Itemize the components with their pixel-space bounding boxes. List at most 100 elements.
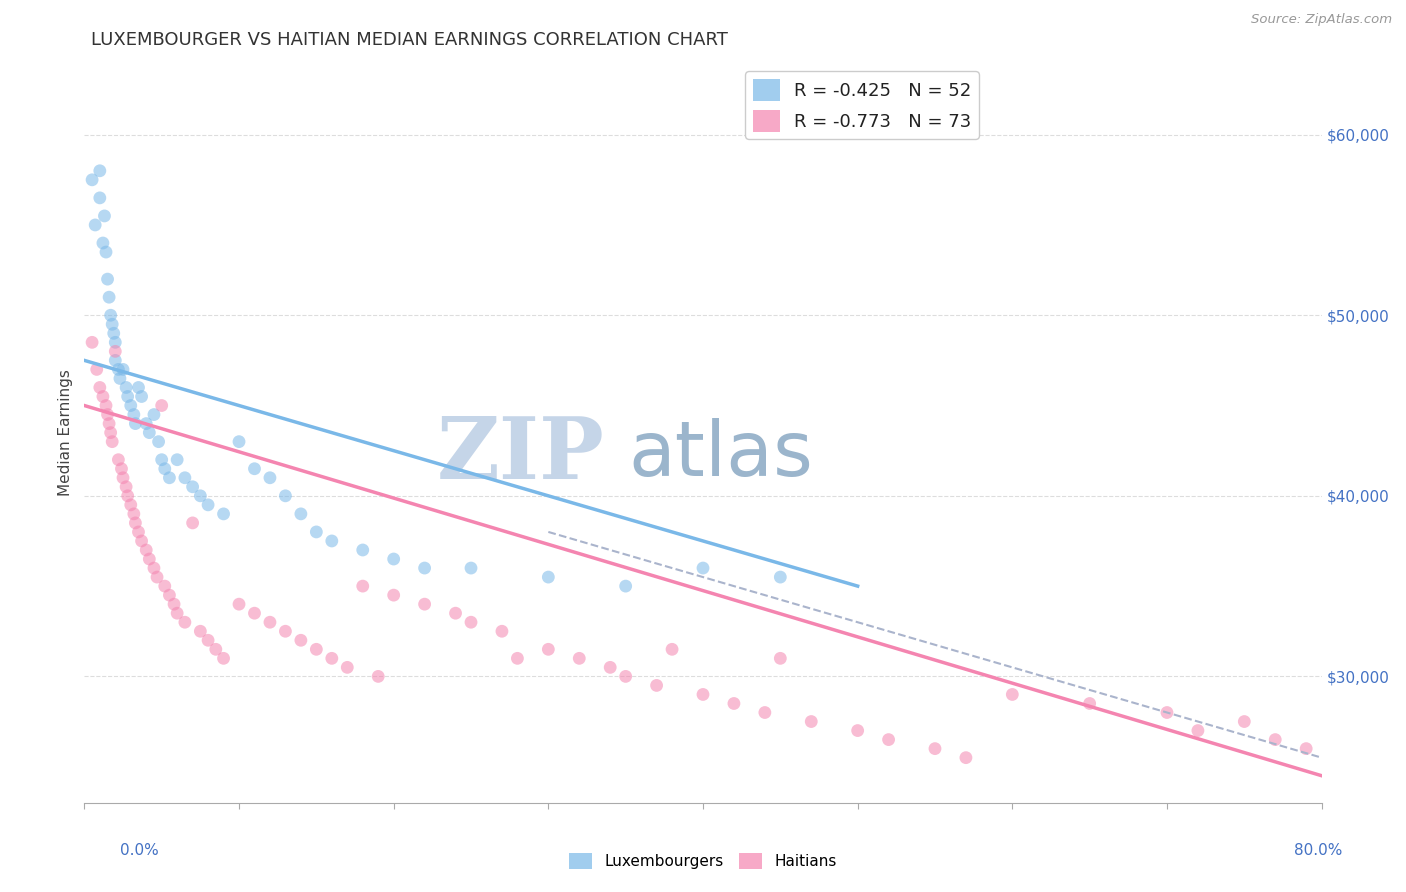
Text: LUXEMBOURGER VS HAITIAN MEDIAN EARNINGS CORRELATION CHART: LUXEMBOURGER VS HAITIAN MEDIAN EARNINGS … — [91, 31, 728, 49]
Point — [188, 624, 211, 639]
Point — [305, 524, 328, 539]
Point — [131, 390, 153, 404]
Point — [1187, 723, 1209, 738]
Point — [444, 606, 467, 620]
Point — [94, 399, 117, 413]
Point — [112, 362, 135, 376]
Point — [1264, 732, 1286, 747]
Point — [138, 552, 160, 566]
Point — [537, 570, 560, 584]
Point — [124, 417, 146, 431]
Point — [877, 732, 900, 747]
Point — [127, 524, 149, 539]
Point — [367, 669, 389, 683]
Point — [243, 606, 266, 620]
Point — [259, 615, 281, 630]
Point — [243, 461, 266, 475]
Point — [86, 362, 108, 376]
Point — [143, 408, 166, 422]
Point — [112, 471, 135, 485]
Point — [382, 588, 405, 602]
Point — [1156, 706, 1178, 720]
Point — [174, 471, 197, 485]
Point — [290, 633, 312, 648]
Point — [174, 615, 197, 630]
Point — [98, 417, 121, 431]
Point — [98, 290, 121, 304]
Point — [89, 191, 111, 205]
Point — [413, 597, 436, 611]
Point — [692, 561, 714, 575]
Point — [382, 552, 405, 566]
Point — [120, 498, 142, 512]
Point — [274, 489, 297, 503]
Point — [104, 335, 127, 350]
Legend: R = -0.425   N = 52, R = -0.773   N = 73: R = -0.425 N = 52, R = -0.773 N = 73 — [745, 71, 979, 139]
Point — [645, 678, 668, 692]
Legend: Luxembourgers, Haitians: Luxembourgers, Haitians — [564, 847, 842, 875]
Point — [800, 714, 823, 729]
Point — [150, 399, 173, 413]
Point — [336, 660, 359, 674]
Point — [205, 642, 228, 657]
Text: Source: ZipAtlas.com: Source: ZipAtlas.com — [1251, 13, 1392, 27]
Point — [692, 688, 714, 702]
Point — [124, 516, 146, 530]
Point — [104, 353, 127, 368]
Point — [506, 651, 529, 665]
Point — [91, 235, 114, 250]
Point — [89, 380, 111, 394]
Text: 80.0%: 80.0% — [1295, 843, 1343, 858]
Point — [96, 408, 118, 422]
Point — [352, 579, 374, 593]
Point — [228, 434, 250, 449]
Point — [614, 669, 637, 683]
Point — [153, 461, 176, 475]
Point — [135, 417, 157, 431]
Point — [138, 425, 160, 440]
Point — [166, 606, 188, 620]
Point — [122, 408, 145, 422]
Point — [846, 723, 869, 738]
Point — [148, 434, 170, 449]
Point — [460, 615, 482, 630]
Point — [94, 245, 117, 260]
Point — [115, 380, 138, 394]
Point — [537, 642, 560, 657]
Point — [568, 651, 591, 665]
Point — [135, 543, 157, 558]
Point — [955, 750, 977, 764]
Point — [107, 452, 129, 467]
Point — [754, 706, 776, 720]
Point — [614, 579, 637, 593]
Point — [153, 579, 176, 593]
Point — [491, 624, 513, 639]
Point — [91, 390, 114, 404]
Point — [166, 452, 188, 467]
Point — [321, 651, 343, 665]
Point — [159, 588, 180, 602]
Point — [84, 218, 107, 232]
Point — [197, 633, 219, 648]
Point — [117, 489, 139, 503]
Point — [460, 561, 482, 575]
Point — [290, 507, 312, 521]
Point — [89, 163, 111, 178]
Point — [93, 209, 115, 223]
Point — [352, 543, 374, 558]
Point — [197, 498, 219, 512]
Point — [103, 326, 125, 341]
Point — [413, 561, 436, 575]
Point — [108, 371, 131, 385]
Point — [769, 651, 792, 665]
Point — [1078, 697, 1101, 711]
Point — [82, 335, 104, 350]
Point — [599, 660, 621, 674]
Point — [163, 597, 186, 611]
Text: 0.0%: 0.0% — [120, 843, 159, 858]
Point — [143, 561, 166, 575]
Point — [274, 624, 297, 639]
Point — [661, 642, 683, 657]
Point — [305, 642, 328, 657]
Point — [101, 434, 124, 449]
